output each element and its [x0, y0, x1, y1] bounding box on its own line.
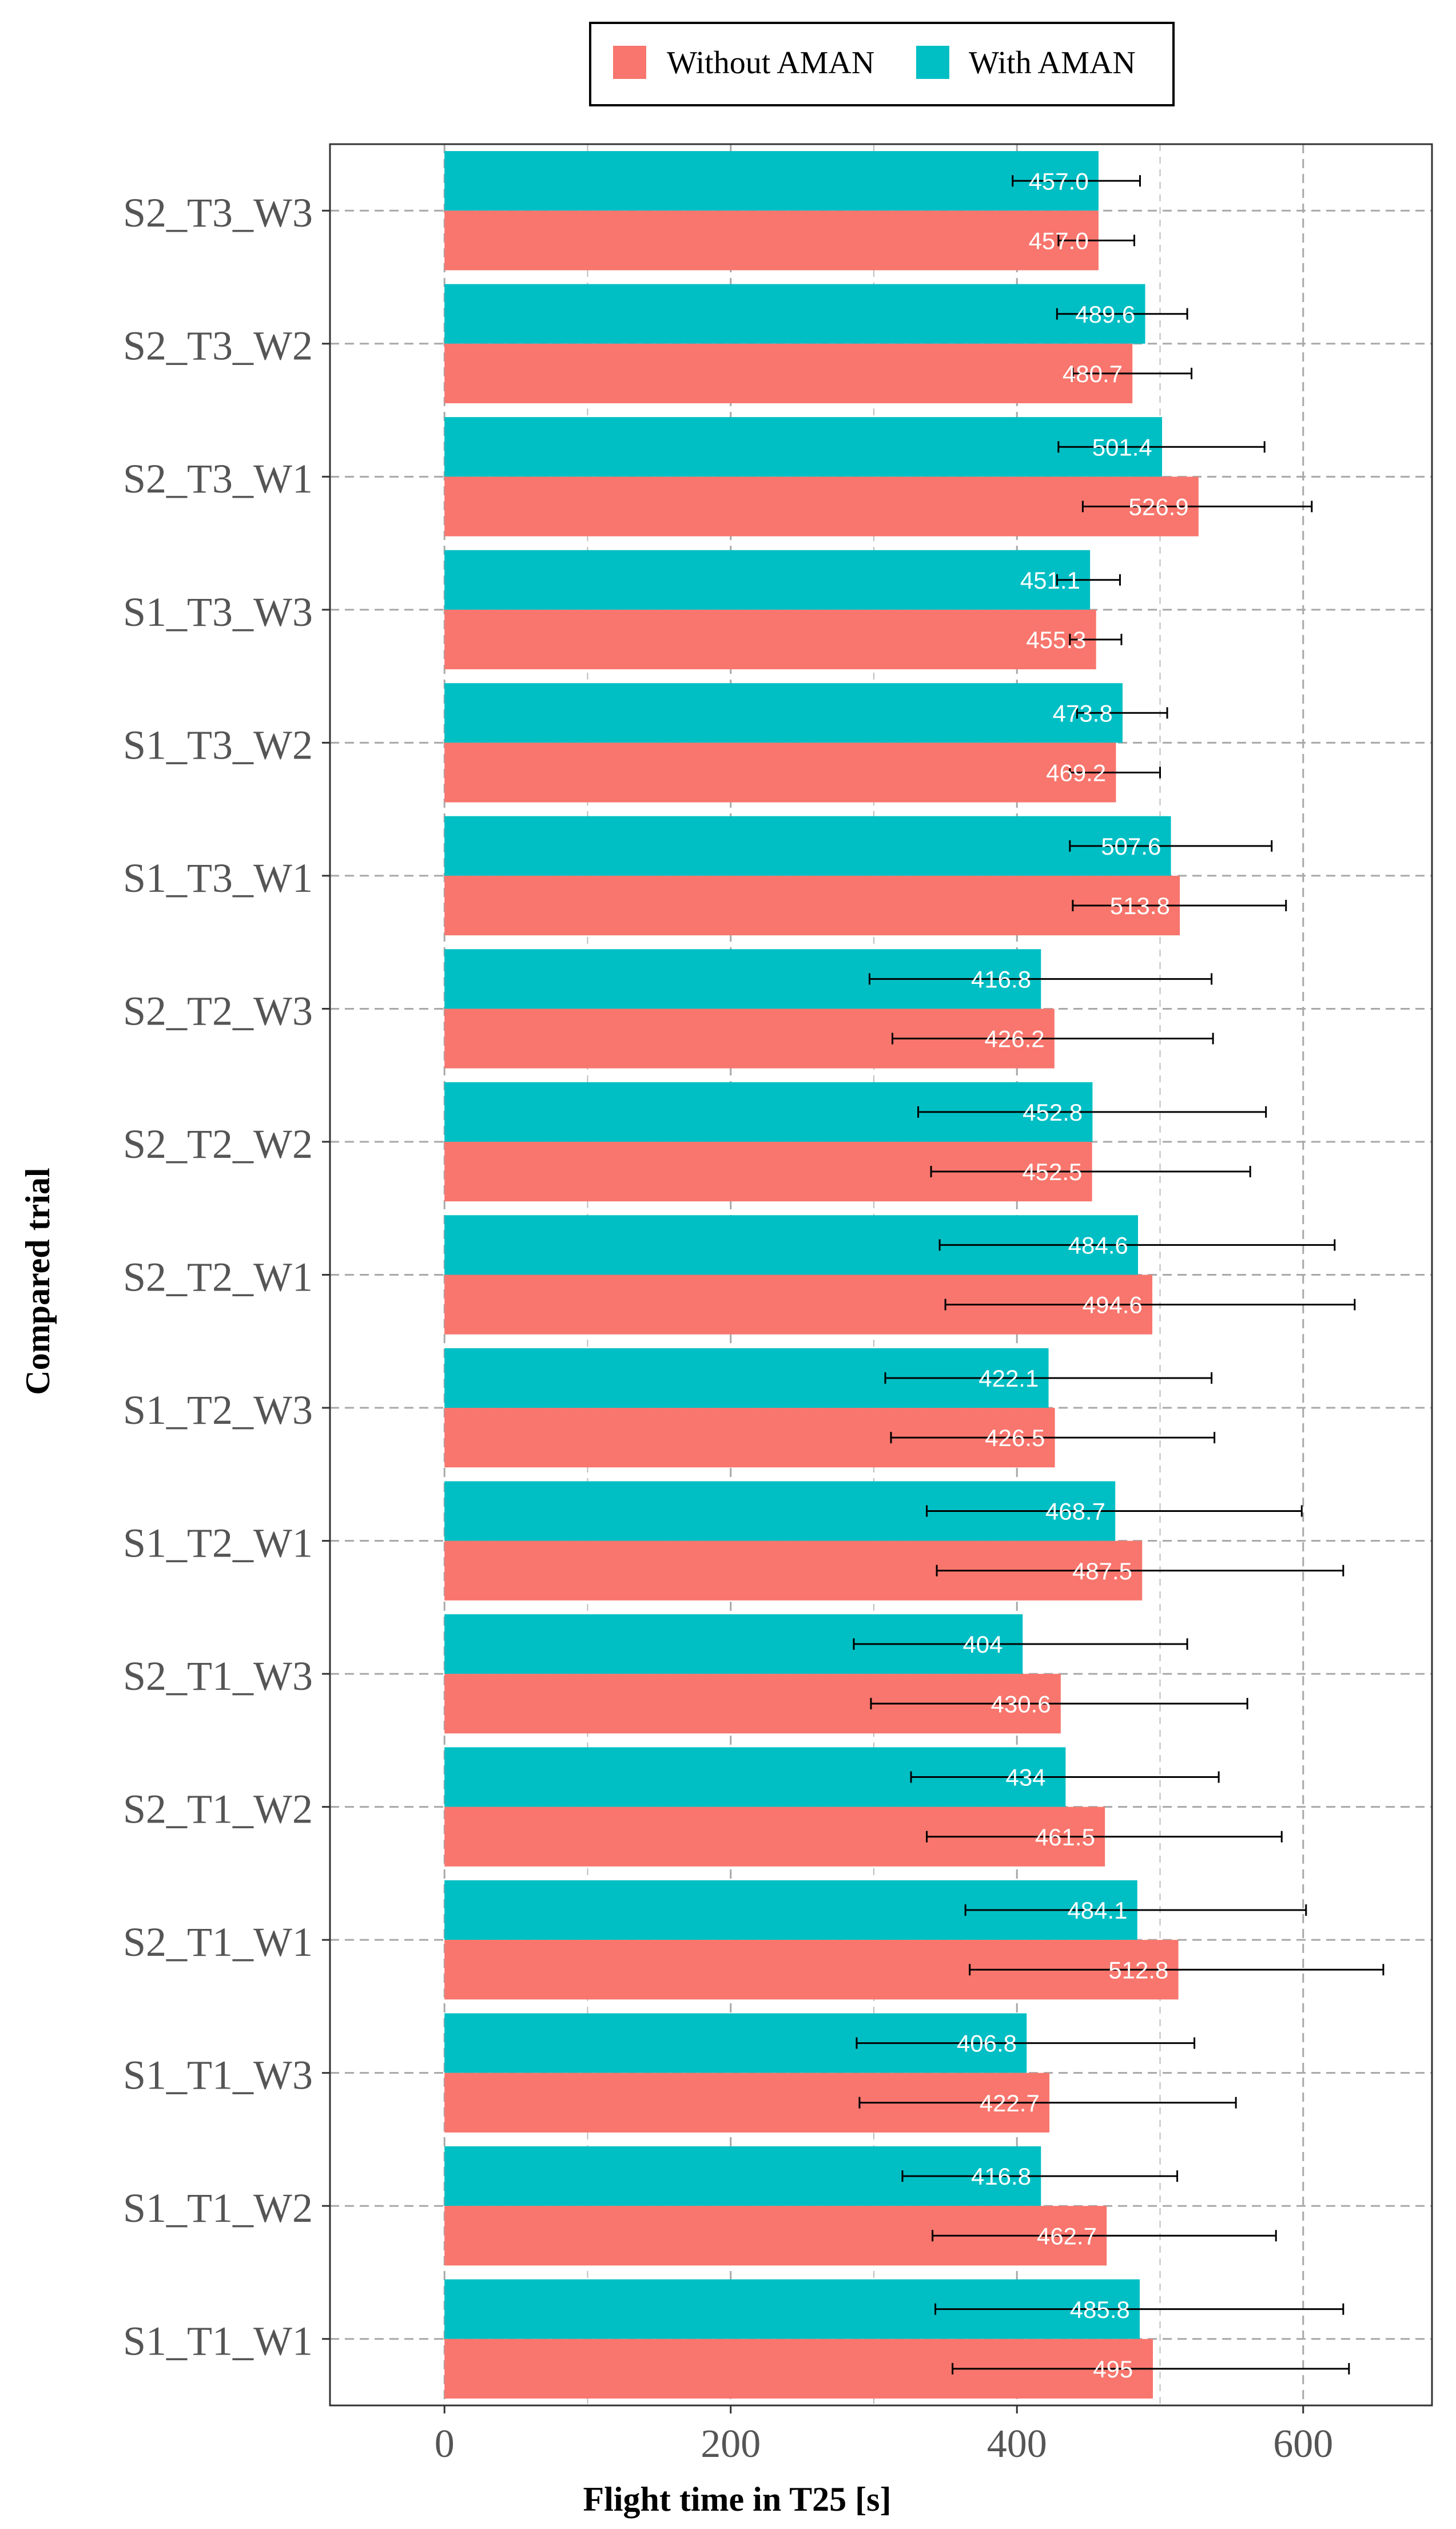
bar-value-label-without-aman: 461.5 — [1035, 1824, 1095, 1851]
y-tick-label: S1_T3_W3 — [123, 589, 313, 635]
bar-with-aman — [444, 417, 1163, 477]
bar-value-label-with-aman: 489.6 — [1075, 301, 1135, 328]
x-tick-label: 600 — [1273, 2422, 1333, 2466]
x-axis-title: Flight time in T25 [s] — [583, 2480, 892, 2518]
bar-value-label-with-aman: 452.8 — [1023, 1099, 1083, 1126]
y-tick-label: S2_T1_W1 — [123, 1919, 313, 1965]
bar-value-label-with-aman: 457.0 — [1029, 168, 1089, 194]
x-axis: 0 200 400 600 — [435, 2405, 1333, 2466]
bar-with-aman — [444, 816, 1171, 876]
bar-without-aman — [444, 477, 1199, 537]
y-tick-label: S2_T2_W1 — [123, 1254, 313, 1300]
bar-value-label-without-aman: 426.5 — [985, 1424, 1045, 1451]
bar-value-label-with-aman: 434 — [1006, 1764, 1046, 1791]
bar-without-aman — [444, 211, 1099, 271]
y-tick-label: S1_T1_W1 — [123, 2318, 313, 2364]
bar-value-label-with-aman: 473.8 — [1053, 700, 1113, 726]
bar-value-label-with-aman: 422.1 — [978, 1365, 1039, 1392]
bar-value-label-without-aman: 480.7 — [1063, 360, 1123, 387]
y-tick-label: S1_T3_W2 — [123, 722, 313, 768]
bar-value-label-without-aman: 462.7 — [1037, 2222, 1097, 2249]
bar-with-aman — [444, 284, 1145, 344]
bar-value-labels: 457.0 457.0 489.6 480.7 501.4 526.9 451.1 455.3… — [957, 168, 1189, 2383]
y-tick-label: S1_T2_W3 — [123, 1387, 313, 1433]
bar-value-label-with-aman: 468.7 — [1045, 1498, 1105, 1525]
y-axis: S2_T3_W3 S2_T3_W2 S2_T3_W1 S1_T3_W3 S1_T3_W2… — [123, 190, 330, 2364]
bar-value-label-with-aman: 416.8 — [971, 966, 1031, 992]
legend-label-without-aman: Without AMAN — [667, 45, 874, 81]
bar-with-aman — [444, 683, 1123, 743]
x-tick-label: 200 — [701, 2422, 761, 2466]
y-tick-label: S1_T3_W1 — [123, 855, 313, 901]
legend-label-with-aman: With AMAN — [969, 45, 1136, 81]
bar-with-aman — [444, 550, 1091, 610]
bars — [444, 151, 1199, 2399]
bar-value-label-with-aman: 507.6 — [1101, 833, 1161, 860]
bar-value-label-without-aman: 495 — [1093, 2356, 1133, 2383]
y-tick-label: S1_T1_W3 — [123, 2052, 313, 2098]
bar-without-aman — [444, 743, 1116, 803]
bar-without-aman — [444, 343, 1133, 403]
bar-value-label-without-aman: 526.9 — [1129, 494, 1189, 521]
bar-value-label-without-aman: 457.0 — [1029, 227, 1089, 254]
bar-value-label-without-aman: 422.7 — [980, 2090, 1040, 2117]
bar-value-label-without-aman: 455.3 — [1026, 626, 1086, 653]
bar-value-label-with-aman: 485.8 — [1070, 2296, 1130, 2323]
bar-value-label-without-aman: 426.2 — [985, 1026, 1045, 1053]
bar-value-label-without-aman: 513.8 — [1110, 892, 1170, 919]
x-tick-label: 0 — [435, 2422, 455, 2466]
bar-value-label-with-aman: 406.8 — [957, 2030, 1017, 2057]
y-tick-label: S2_T2_W3 — [123, 988, 313, 1034]
y-axis-title: Compared trial — [19, 1168, 57, 1395]
bar-value-label-with-aman: 501.4 — [1092, 434, 1152, 460]
y-tick-label: S1_T1_W2 — [123, 2185, 313, 2231]
bar-value-label-with-aman: 484.6 — [1068, 1232, 1128, 1259]
bar-value-label-without-aman: 494.6 — [1083, 1292, 1143, 1319]
y-tick-label: S2_T1_W2 — [123, 1786, 313, 1832]
bar-value-label-with-aman: 416.8 — [971, 2163, 1031, 2190]
y-tick-label: S1_T2_W1 — [123, 1520, 313, 1566]
y-tick-label: S2_T3_W3 — [123, 190, 313, 236]
y-tick-label: S2_T3_W2 — [123, 323, 313, 369]
legend-key-without-aman — [613, 46, 646, 79]
bar-with-aman — [444, 151, 1099, 211]
bar-value-label-with-aman: 451.1 — [1020, 567, 1080, 594]
bar-value-label-without-aman: 430.6 — [991, 1690, 1051, 1717]
legend-key-with-aman — [916, 46, 949, 79]
y-tick-label: S2_T2_W2 — [123, 1121, 313, 1167]
y-tick-label: S2_T3_W1 — [123, 456, 313, 502]
error-bars — [853, 175, 1385, 2375]
bar-value-label-without-aman: 469.2 — [1046, 760, 1106, 787]
x-tick-label: 400 — [987, 2422, 1047, 2466]
legend-box — [589, 22, 1175, 106]
legend: Without AMAN With AMAN — [589, 22, 1175, 106]
bar-without-aman — [444, 875, 1180, 936]
bar-value-label-without-aman: 512.8 — [1108, 1956, 1168, 1983]
bar-value-label-without-aman: 487.5 — [1072, 1558, 1132, 1585]
bar-value-label-without-aman: 452.5 — [1022, 1158, 1082, 1185]
y-tick-label: S2_T1_W3 — [123, 1653, 313, 1699]
bar-value-label-with-aman: 404 — [962, 1631, 1003, 1658]
bar-without-aman — [444, 609, 1096, 670]
bar-value-label-with-aman: 484.1 — [1067, 1897, 1127, 1924]
